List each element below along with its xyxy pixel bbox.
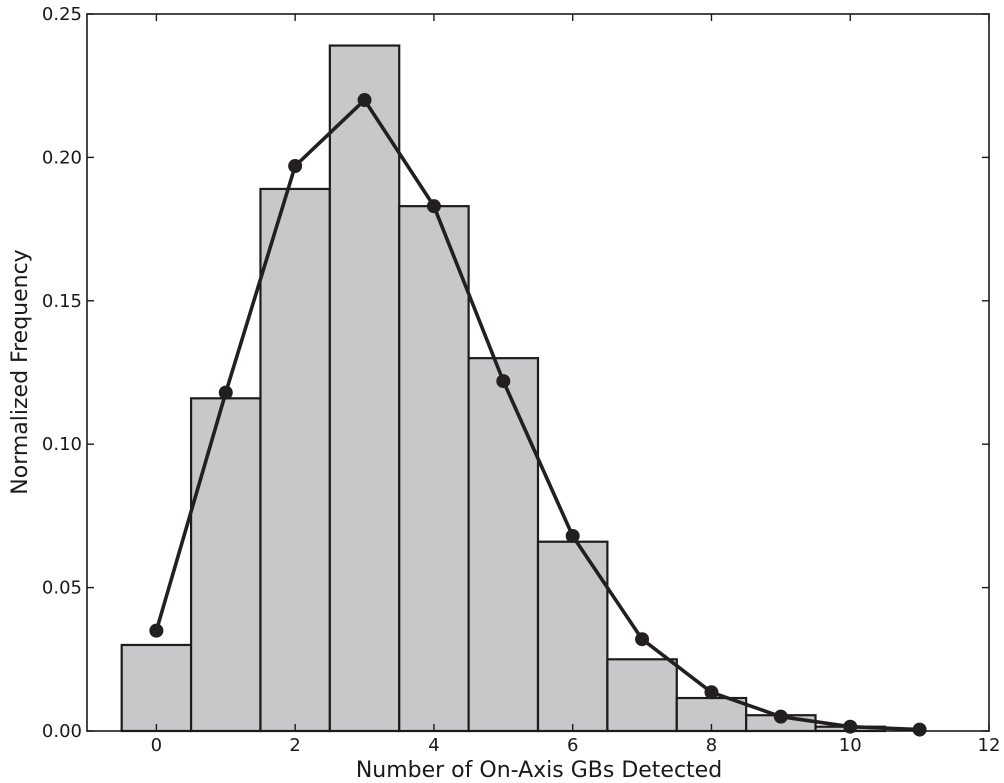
frequency-line-point (288, 159, 303, 174)
frequency-line-point (912, 722, 927, 737)
histogram-bar (398, 205, 470, 733)
x-axis-label: Number of On-Axis GBs Detected (356, 758, 722, 783)
frequency-line-path (154, 98, 920, 732)
histogram-bar (189, 397, 262, 733)
histogram-bar (467, 357, 540, 733)
x-tick-label: 4 (428, 735, 439, 756)
y-axis-ticks: 0.00 0.05 0.10 0.15 0.20 0.25 (42, 4, 989, 742)
frequency-line-point (357, 93, 372, 108)
frequency-line-point (218, 385, 233, 400)
x-tick-label: 2 (289, 735, 300, 756)
x-tick-label: 8 (706, 735, 717, 756)
y-axis-label: Normalized Frequency (8, 249, 33, 494)
frequency-line-point (635, 632, 650, 647)
y-tick-label: 0.25 (42, 4, 82, 25)
x-tick-label: 12 (978, 735, 1001, 756)
frequency-line-point (149, 623, 164, 638)
histogram-bar (606, 658, 678, 733)
histogram-bar (259, 187, 331, 733)
histogram-bar (120, 643, 193, 733)
frequency-line-point (704, 685, 719, 700)
x-tick-label: 10 (839, 735, 862, 756)
plot-frame (86, 13, 990, 732)
frequency-line (149, 93, 927, 737)
axes (86, 13, 990, 732)
y-tick-label: 0.20 (42, 147, 82, 168)
frequency-line-point (426, 199, 441, 214)
frequency-line-point (496, 374, 511, 389)
x-tick-label: 6 (567, 735, 578, 756)
histogram-bar (328, 44, 401, 733)
y-tick-label: 0.05 (42, 578, 82, 599)
x-tick-label: 0 (151, 735, 162, 756)
frequency-line-point (565, 528, 580, 543)
histogram-bars (120, 44, 887, 733)
y-tick-label: 0.15 (42, 291, 82, 312)
y-tick-label: 0.00 (42, 721, 82, 742)
x-axis-ticks: 0 2 4 6 8 10 12 (151, 14, 1001, 756)
y-tick-label: 0.10 (42, 434, 82, 455)
frequency-line-point (773, 709, 788, 724)
